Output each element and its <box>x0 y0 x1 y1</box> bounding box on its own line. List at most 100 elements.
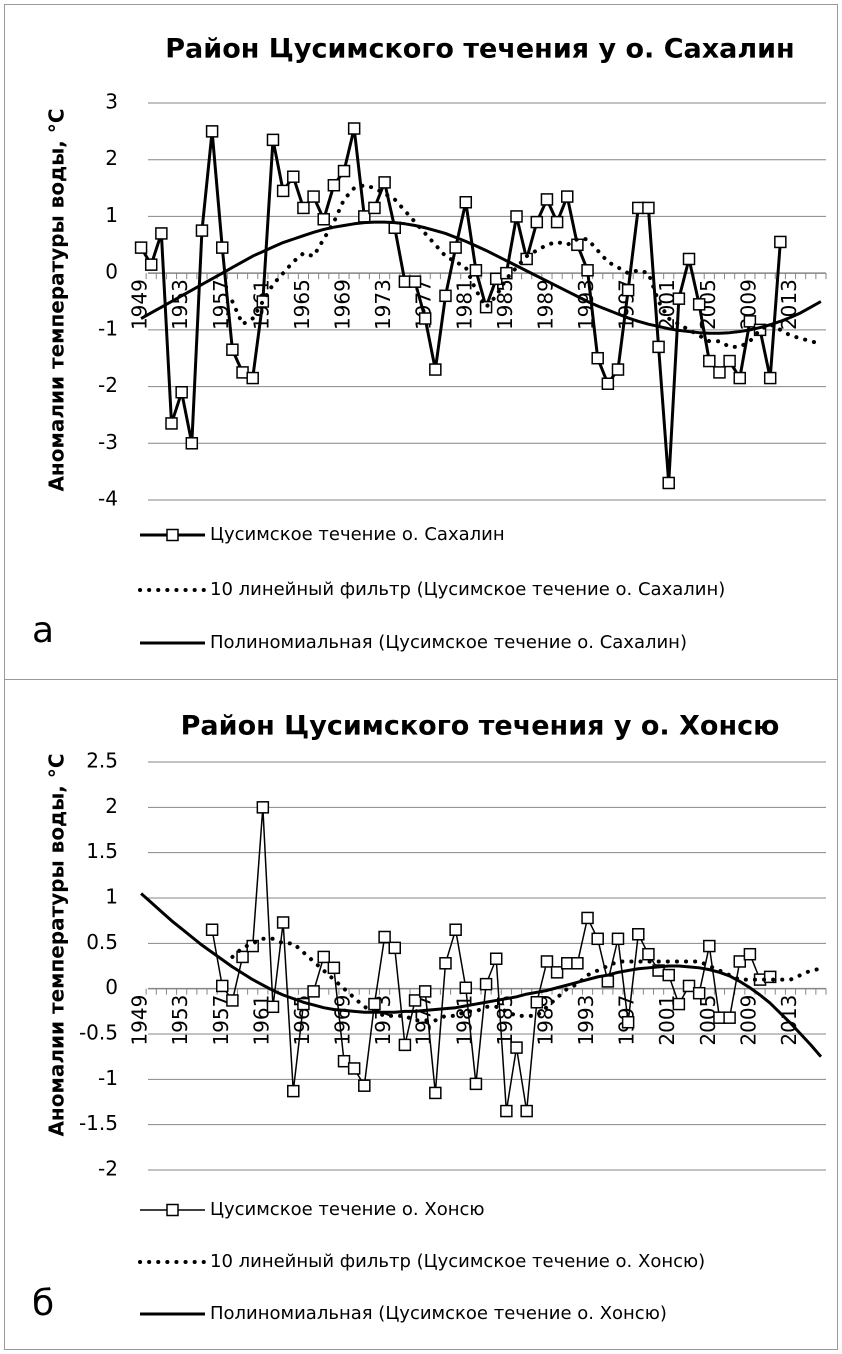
marker <box>347 1062 361 1075</box>
y-tick-label: -2 <box>98 1157 118 1181</box>
marker <box>743 315 757 328</box>
marker <box>276 916 290 929</box>
marker <box>500 266 513 280</box>
marker <box>368 201 381 215</box>
x-tick-label: 1969 <box>331 279 355 330</box>
marker <box>378 930 391 944</box>
marker <box>195 224 209 237</box>
y-tick-label: 2 <box>105 146 118 170</box>
x-tick-label: 1993 <box>574 995 598 1046</box>
marker <box>418 312 432 325</box>
marker <box>713 1011 726 1024</box>
marker <box>611 363 625 376</box>
marker <box>246 371 259 385</box>
y-axis-label: Аномалии температуры воды, °С <box>45 753 69 1136</box>
x-tick-label: 1969 <box>331 995 355 1046</box>
marker <box>672 997 686 1011</box>
marker <box>226 994 239 1007</box>
marker <box>408 275 422 288</box>
marker <box>682 252 696 266</box>
legend-label: 10 линейный фильтр (Цусимское течение о.… <box>210 1251 705 1272</box>
series-line <box>140 220 822 335</box>
marker <box>479 977 493 991</box>
marker <box>459 981 473 995</box>
y-tick-label: -0.5 <box>79 1021 118 1045</box>
marker <box>581 911 594 925</box>
marker <box>561 190 574 203</box>
marker <box>479 300 493 314</box>
marker <box>205 923 219 936</box>
x-tick-label: 1981 <box>452 279 476 330</box>
marker <box>642 201 655 215</box>
legend-marker <box>166 1203 179 1217</box>
marker <box>266 133 280 147</box>
marker <box>205 125 219 138</box>
x-tick-label: 1953 <box>168 279 192 330</box>
legend-label: Цусимское течение о. Сахалин <box>210 524 505 545</box>
marker <box>662 476 675 490</box>
marker <box>317 950 330 964</box>
legend-marker <box>166 528 179 542</box>
marker <box>763 371 777 385</box>
marker <box>388 941 401 955</box>
marker <box>632 928 645 941</box>
chart-title: Район Цусимского течения у о. Хонсю <box>181 711 780 742</box>
marker <box>510 210 523 223</box>
marker <box>287 1084 300 1098</box>
x-tick-label: 1953 <box>168 995 192 1046</box>
marker <box>500 1104 513 1118</box>
marker <box>571 957 584 970</box>
marker <box>510 1041 523 1054</box>
marker <box>398 1038 412 1052</box>
marker <box>337 164 351 178</box>
marker <box>266 1000 280 1014</box>
legend-label: Полиномиальная (Цусимское течение о. Сах… <box>210 632 687 653</box>
y-tick-label: 3 <box>105 90 118 114</box>
marker <box>743 947 757 961</box>
marker <box>581 264 594 277</box>
marker <box>408 994 422 1007</box>
marker <box>733 955 746 968</box>
marker <box>439 289 452 303</box>
marker <box>256 801 270 814</box>
marker <box>418 985 432 998</box>
marker <box>297 201 310 215</box>
panel-label: а <box>32 610 54 651</box>
marker <box>358 1079 371 1092</box>
y-tick-label: 2 <box>105 794 118 818</box>
marker <box>378 176 391 189</box>
x-tick-label: 1973 <box>371 279 395 330</box>
marker <box>439 957 452 970</box>
marker <box>307 190 320 203</box>
marker <box>591 351 604 365</box>
marker <box>347 122 361 135</box>
x-tick-label: 1965 <box>290 279 314 330</box>
marker <box>621 1015 635 1029</box>
marker <box>307 985 320 998</box>
x-tick-label: 1949 <box>128 279 152 330</box>
marker <box>276 184 290 198</box>
y-tick-label: 1.5 <box>86 839 118 863</box>
legend-label: Полиномиальная (Цусимское течение о. Хон… <box>210 1303 667 1324</box>
marker <box>540 955 554 968</box>
marker <box>165 417 178 430</box>
marker <box>327 178 341 192</box>
y-axis-label: Аномалии температуры воды, °С <box>45 108 69 491</box>
marker <box>561 957 574 970</box>
marker <box>733 371 746 385</box>
marker <box>236 950 249 964</box>
marker <box>236 366 249 379</box>
marker <box>703 354 716 368</box>
marker <box>723 354 736 368</box>
x-tick-label: 2009 <box>736 995 760 1046</box>
y-tick-label: 0 <box>105 260 118 284</box>
y-tick-label: -3 <box>98 430 118 454</box>
marker <box>550 966 564 979</box>
marker <box>459 196 473 209</box>
panel-label: б <box>32 1283 54 1324</box>
marker <box>358 210 371 223</box>
panel-frame <box>4 679 838 1350</box>
marker <box>601 377 615 390</box>
marker <box>520 252 533 266</box>
marker <box>703 939 716 953</box>
